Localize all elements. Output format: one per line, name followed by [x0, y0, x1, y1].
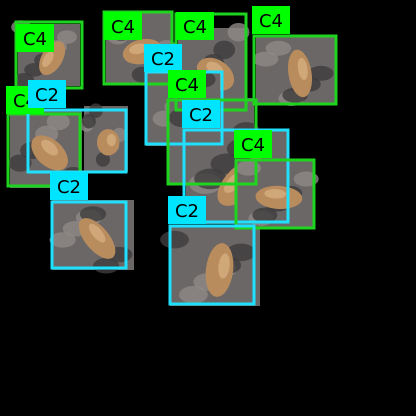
class-label: C2 [57, 177, 81, 198]
class-tag-background [50, 172, 88, 200]
class-tag: C2 [168, 196, 206, 224]
class-label: C2 [35, 85, 59, 106]
class-label: C2 [189, 105, 213, 126]
class-tag: C4 [176, 12, 214, 40]
class-label: C4 [259, 11, 283, 32]
class-tag: C4 [168, 70, 206, 98]
image-crop [160, 226, 260, 306]
detection-box [252, 34, 338, 106]
class-tag-background [16, 24, 54, 52]
class-tag-background [144, 44, 182, 72]
class-tag: C4 [16, 24, 54, 52]
class-tag: C2 [144, 44, 182, 72]
class-label: C2 [151, 49, 175, 70]
class-tag-background [168, 196, 206, 224]
class-tag-background [28, 80, 66, 108]
detection-box [234, 158, 316, 230]
class-tag-background [234, 130, 272, 158]
class-label: C2 [175, 201, 199, 222]
class-tag: C4 [104, 12, 142, 40]
class-tag: C4 [234, 130, 272, 158]
image-crop [252, 36, 336, 107]
class-tag: C2 [182, 100, 220, 128]
class-tag-background [168, 70, 206, 98]
class-label: C4 [23, 29, 47, 50]
class-tag-background [252, 6, 290, 34]
detection-box [50, 200, 128, 270]
class-label: C4 [241, 135, 265, 156]
class-tag-background [176, 12, 214, 40]
class-label: C4 [175, 75, 199, 96]
class-label: C4 [183, 17, 207, 38]
image-crop [236, 160, 319, 228]
detection-box [168, 224, 256, 306]
image-crop [79, 103, 128, 172]
class-tag-background [182, 100, 220, 128]
class-tag: C4 [252, 6, 290, 34]
class-tag: C2 [50, 172, 88, 200]
class-tag: C2 [28, 80, 66, 108]
image-crop [49, 200, 134, 274]
class-tag-background [104, 12, 142, 40]
class-label: C4 [111, 17, 135, 38]
